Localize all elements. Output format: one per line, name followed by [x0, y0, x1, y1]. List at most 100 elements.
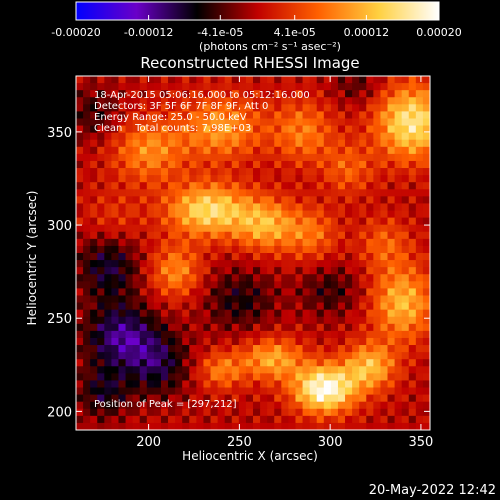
- heatmap-cell: [125, 196, 134, 204]
- heatmap-cell: [408, 260, 417, 268]
- heatmap-cell: [83, 415, 91, 424]
- heatmap-cell: [175, 224, 183, 233]
- heatmap-cell: [302, 302, 311, 311]
- heatmap-cell: [153, 302, 162, 311]
- heatmap-cell: [104, 345, 112, 353]
- heatmap-cell: [323, 345, 332, 353]
- heatmap-cell: [366, 288, 374, 296]
- heatmap-cell: [139, 203, 148, 211]
- heatmap-cell: [281, 253, 289, 261]
- heatmap-cell: [373, 387, 381, 395]
- heatmap-cell: [125, 267, 134, 275]
- heatmap-cell: [422, 330, 431, 339]
- heatmap-cell: [267, 366, 275, 374]
- heatmap-cell: [231, 380, 240, 388]
- heatmap-cell: [245, 373, 254, 381]
- heatmap-cell: [182, 309, 190, 318]
- heatmap-cell: [352, 111, 360, 119]
- heatmap-cell: [245, 323, 254, 332]
- heatmap-cell: [168, 323, 176, 332]
- heatmap-cell: [90, 274, 98, 282]
- heatmap-cell: [380, 330, 388, 339]
- heatmap-cell: [260, 323, 268, 332]
- heatmap-cell: [267, 104, 275, 112]
- heatmap-cell: [274, 267, 282, 275]
- heatmap-cell: [111, 90, 119, 98]
- heatmap-cell: [132, 302, 141, 311]
- heatmap-cell: [217, 373, 226, 381]
- heatmap-cell: [196, 153, 204, 162]
- heatmap-cell: [267, 175, 275, 183]
- heatmap-cell: [97, 267, 105, 275]
- heatmap-cell: [267, 316, 275, 325]
- colorbar-ticks: [75, 15, 440, 20]
- heatmap-cell: [97, 394, 105, 403]
- heatmap-cell: [203, 245, 211, 254]
- heatmap-cell: [422, 387, 431, 395]
- heatmap-cell: [97, 97, 105, 105]
- heatmap-cell: [359, 224, 367, 233]
- heatmap-cell: [295, 224, 303, 233]
- heatmap-cell: [260, 387, 268, 395]
- heatmap-cell: [288, 217, 296, 226]
- heatmap-cell: [203, 316, 211, 325]
- heatmap-cell: [118, 175, 126, 183]
- heatmap-cell: [90, 189, 98, 197]
- heatmap-cell: [76, 345, 84, 353]
- heatmap-cell: [231, 146, 240, 155]
- heatmap-cell: [352, 168, 360, 176]
- heatmap-cell: [231, 203, 240, 211]
- heatmap-cell: [394, 387, 403, 395]
- heatmap-cell: [189, 125, 197, 134]
- heatmap-cell: [210, 359, 218, 367]
- heatmap-cell: [380, 422, 388, 431]
- heatmap-cell: [330, 323, 339, 332]
- heatmap-cell: [231, 224, 240, 233]
- heatmap-cell: [118, 302, 126, 311]
- chart-title: Reconstructed RHESSI Image: [140, 54, 359, 72]
- heatmap-cell: [309, 196, 318, 204]
- heatmap-cell: [288, 125, 296, 134]
- heatmap-cell: [83, 345, 91, 353]
- heatmap-cell: [132, 132, 141, 141]
- heatmap-cell: [238, 373, 247, 381]
- heatmap-cell: [175, 323, 183, 332]
- heatmap-cell: [76, 373, 84, 381]
- heatmap-cell: [153, 380, 162, 388]
- heatmap-cell: [380, 153, 388, 162]
- heatmap-cell: [281, 267, 289, 275]
- heatmap-cell: [153, 238, 162, 247]
- heatmap-cell: [196, 366, 204, 374]
- heatmap-cell: [373, 210, 381, 218]
- heatmap-cell: [97, 104, 105, 112]
- heatmap-cell: [224, 238, 233, 247]
- heatmap-cell: [323, 90, 332, 98]
- heatmap-cell: [366, 217, 374, 226]
- heatmap-cell: [160, 160, 169, 169]
- heatmap-cell: [253, 189, 261, 197]
- heatmap-cell: [408, 380, 417, 388]
- heatmap-cell: [168, 422, 176, 431]
- heatmap-cell: [302, 267, 311, 275]
- heatmap-cell: [97, 415, 105, 424]
- heatmap-cell: [83, 387, 91, 395]
- heatmap-cell: [281, 352, 289, 360]
- heatmap-cell: [359, 76, 367, 84]
- heatmap-cell: [359, 139, 367, 148]
- heatmap-cell: [224, 224, 233, 233]
- heatmap-cell: [139, 267, 148, 275]
- heatmap-cell: [146, 182, 155, 190]
- heatmap-cell: [203, 231, 211, 240]
- heatmap-cell: [104, 97, 112, 105]
- heatmap-cell: [224, 146, 233, 155]
- heatmap-cell: [337, 203, 346, 211]
- heatmap-cell: [104, 210, 112, 218]
- heatmap-cell: [104, 288, 112, 296]
- heatmap-cell: [104, 132, 112, 141]
- heatmap-cell: [359, 217, 367, 226]
- heatmap-cell: [295, 380, 303, 388]
- heatmap-cell: [76, 267, 84, 275]
- heatmap-cell: [408, 245, 417, 254]
- heatmap-cell: [175, 267, 183, 275]
- heatmap-cell: [203, 295, 211, 303]
